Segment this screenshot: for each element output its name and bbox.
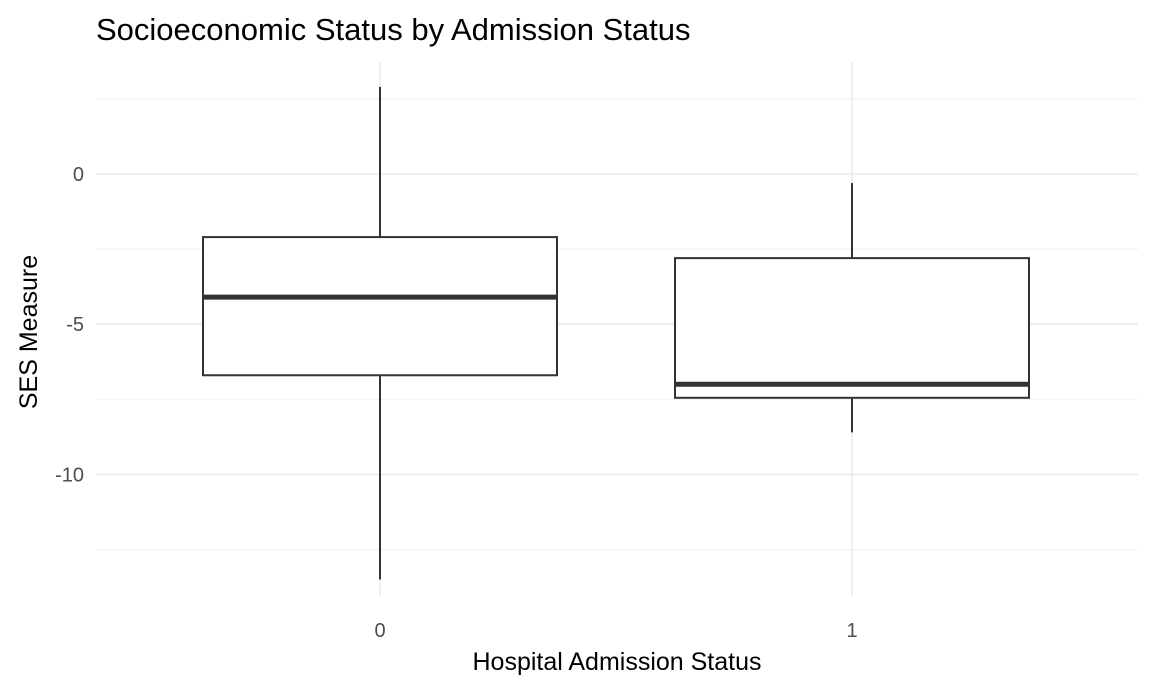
y-tick-labels: 0 -5 -10	[55, 164, 84, 486]
box	[674, 257, 1030, 399]
chart-title: Socioeconomic Status by Admission Status	[96, 12, 690, 47]
box-group-1	[674, 183, 1030, 433]
y-tick-label: -5	[66, 314, 84, 336]
boxes	[202, 86, 1030, 580]
y-tick-label: 0	[73, 164, 84, 186]
y-axis-title: SES Measure	[15, 255, 43, 409]
x-tick-label: 0	[374, 620, 385, 642]
box-group-0	[202, 86, 558, 580]
x-tick-label: 1	[846, 620, 857, 642]
x-axis-title: Hospital Admission Status	[472, 648, 761, 676]
box	[202, 236, 558, 377]
y-tick-label: -10	[55, 464, 84, 486]
